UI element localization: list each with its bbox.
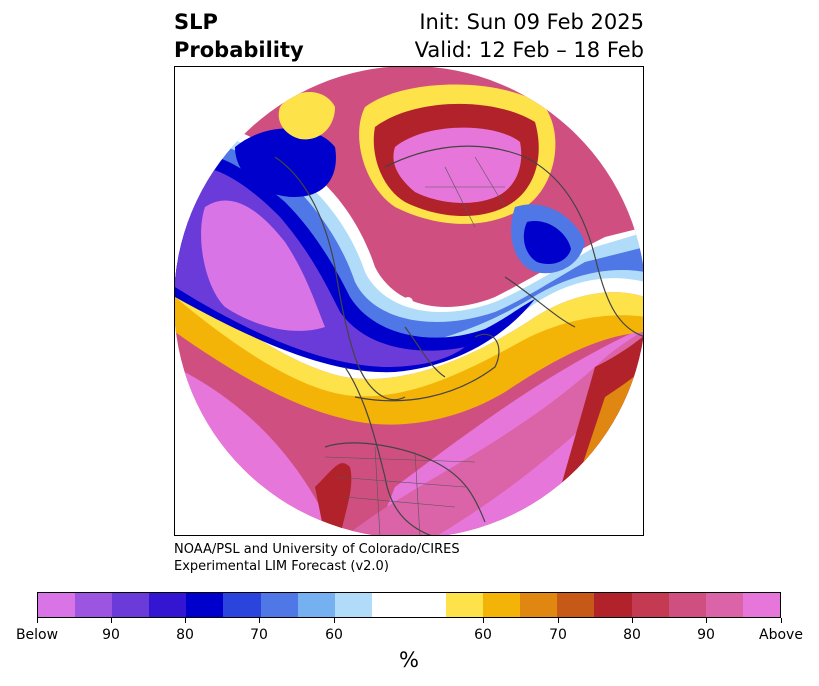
colorbar-tick-label: 80	[623, 627, 641, 643]
colorbar-segment	[223, 593, 261, 617]
colorbar-tick-label: 90	[102, 627, 120, 643]
colorbar-segment	[631, 593, 669, 617]
colorbar-unit: %	[399, 648, 419, 672]
colorbar-tick-label: Above	[759, 627, 803, 643]
colorbar-tickmark	[632, 618, 633, 623]
colorbar-segment	[408, 593, 447, 617]
colorbar-tick-label: 90	[697, 627, 715, 643]
colorbar-segment	[186, 593, 224, 617]
credit-text: NOAA/PSL and University of Colorado/CIRE…	[174, 541, 460, 575]
eurasia-high-core	[393, 127, 522, 203]
band-amber	[175, 297, 643, 425]
colorbar-tickmark	[111, 618, 112, 623]
colorbar-tickmark	[334, 618, 335, 623]
init-date: Init: Sun 09 Feb 2025	[419, 10, 644, 34]
credit-line-2: Experimental LIM Forecast (v2.0)	[174, 559, 389, 574]
colorbar-segment	[483, 593, 521, 617]
valid-range: Valid: 12 Feb – 18 Feb	[414, 38, 644, 62]
polar-map	[174, 66, 644, 536]
forecast-dates: Init: Sun 09 Feb 2025 Valid: 12 Feb – 18…	[415, 8, 644, 64]
colorbar-tick-label: 70	[250, 627, 268, 643]
colorbar-segment	[705, 593, 743, 617]
colorbar-segment	[557, 593, 595, 617]
colorbar-segment	[75, 593, 113, 617]
band-pink	[345, 329, 643, 535]
colorbar-tick-label: 60	[325, 627, 343, 643]
pacific-low-core	[201, 200, 325, 331]
political-borders	[324, 156, 506, 535]
colorbar-segment	[260, 593, 298, 617]
colorbar-segment	[149, 593, 187, 617]
colorbar-tick-label: 70	[549, 627, 567, 643]
colorbar-tickmark	[37, 618, 38, 623]
title-line-2: Probability	[174, 38, 304, 62]
atlantic-low-core	[523, 221, 571, 265]
colorbar-segment	[446, 593, 484, 617]
colorbar-tickmark	[706, 618, 707, 623]
arctic-low	[235, 128, 336, 197]
colorbar-segment	[742, 593, 780, 617]
southwest-red	[315, 463, 352, 535]
colorbar-segment	[371, 593, 409, 617]
colorbar-segment	[334, 593, 372, 617]
map-title: SLP Probability	[174, 8, 304, 64]
colorbar-tickmark	[185, 618, 186, 623]
arctic-yellow	[278, 92, 335, 140]
credit-line-1: NOAA/PSL and University of Colorado/CIRE…	[174, 542, 460, 557]
colorbar-segment	[38, 593, 76, 617]
probability-map-svg	[175, 67, 643, 535]
colorbar-segment	[112, 593, 150, 617]
colorbar-tick-label: 80	[176, 627, 194, 643]
colorbar-tickmark	[781, 618, 782, 623]
colorbar-segment	[520, 593, 558, 617]
colorbar-tickmark	[259, 618, 260, 623]
colorbar	[37, 592, 781, 618]
title-line-1: SLP	[174, 10, 218, 34]
colorbar-tickmark	[483, 618, 484, 623]
colorbar-tick-label: 60	[474, 627, 492, 643]
colorbar-segment	[594, 593, 632, 617]
colorbar-segment	[668, 593, 706, 617]
colorbar-tick-label: Below	[15, 627, 59, 643]
colorbar-tickmark	[558, 618, 559, 623]
north-pole-marker	[403, 297, 413, 307]
colorbar-segment	[297, 593, 335, 617]
coastlines	[274, 145, 643, 535]
